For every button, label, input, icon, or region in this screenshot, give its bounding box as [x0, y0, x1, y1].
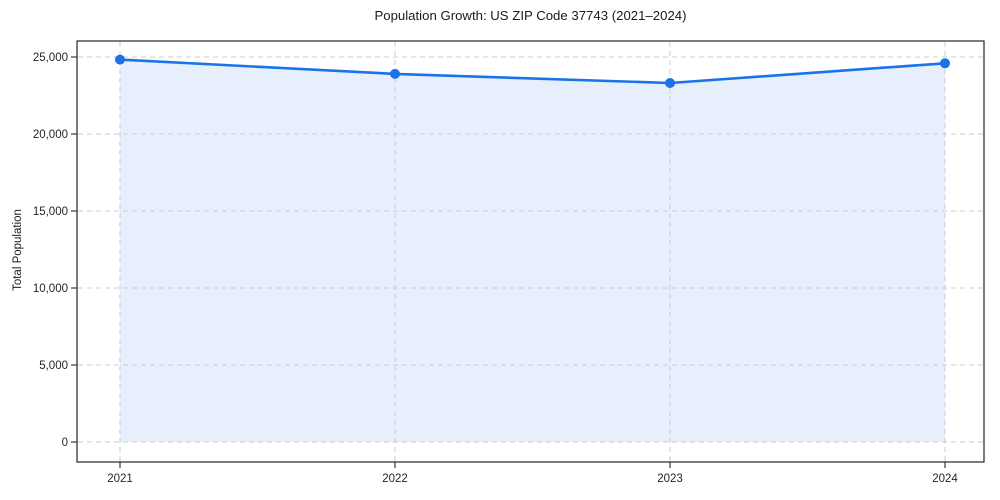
x-tick-label: 2023: [657, 473, 683, 485]
trend-line: [118, 58, 947, 85]
y-tick-label: 0: [62, 437, 68, 449]
x-tick-label: 2024: [932, 473, 958, 485]
area-fill: [120, 59, 945, 442]
data-point-2024: [940, 58, 950, 69]
plot-spines: [76, 40, 985, 463]
chart-title: Population Growth: US ZIP Code 37743 (20…: [374, 8, 687, 23]
y-tick-label: 25,000: [33, 52, 68, 64]
x-tick-label: 2022: [382, 473, 408, 485]
data-point-2021: [115, 54, 125, 65]
data-point-2023: [665, 78, 675, 88]
y-tick-label: 15,000: [33, 206, 68, 218]
y-tick-label: 5,000: [39, 360, 68, 372]
y-tick-label: 20,000: [33, 129, 68, 141]
data-point-2022: [390, 68, 400, 79]
y-tick-label: 10,000: [33, 283, 68, 295]
x-tick-label: 2021: [107, 473, 133, 485]
